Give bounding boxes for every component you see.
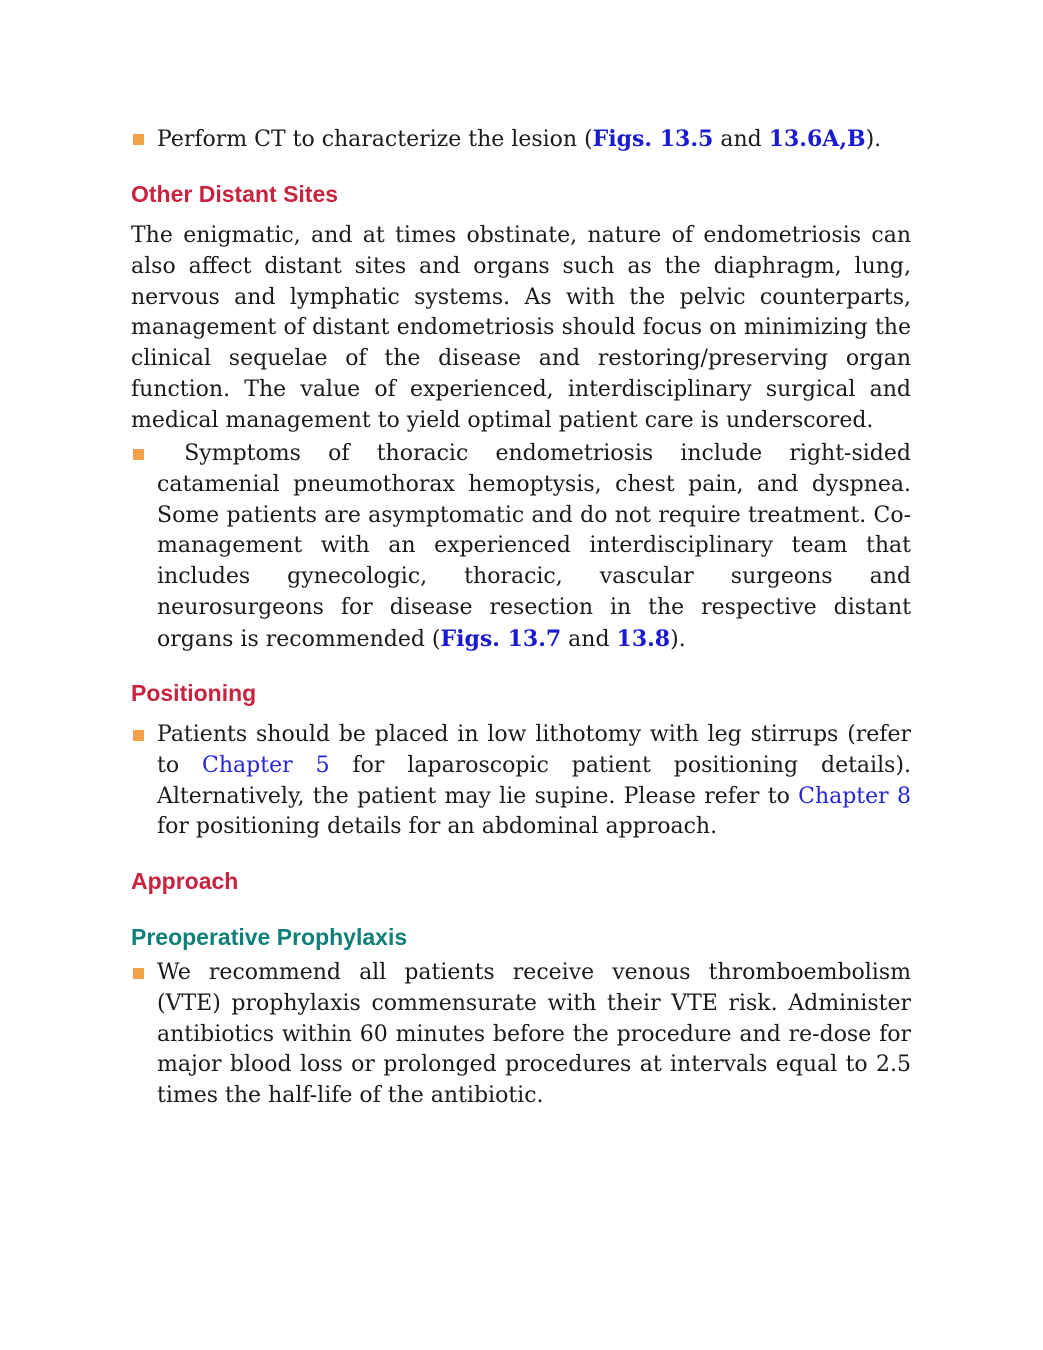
heading: Positioning [131, 680, 257, 706]
text: and [561, 626, 617, 652]
subheading: Preoperative Prophylaxis [131, 924, 408, 950]
chapter-link[interactable]: Chapter 8 [798, 783, 911, 809]
bullet: Patients should be placed in low lithoto… [131, 720, 911, 843]
figure-link[interactable]: Figs. 13.7 [440, 625, 562, 652]
text: Symptoms of thoracic endometriosis inclu… [157, 441, 911, 652]
bullet-marker [133, 449, 144, 460]
figure-link[interactable]: Figs. 13.5 [592, 126, 714, 152]
bullet-marker [133, 968, 144, 979]
text: ). [865, 127, 882, 152]
text: We recommend all patients receive venous… [157, 960, 911, 1109]
text: Patients should be placed in low lithoto… [157, 722, 911, 778]
paragraph: The enigmatic, and at times obstinate, n… [131, 223, 911, 433]
bullet: We recommend all patients receive venous… [131, 958, 911, 1112]
bullet: Perform CT to characterize the lesion (F… [131, 124, 911, 156]
figure-link[interactable]: 13.6A,B [768, 126, 866, 152]
bullet: Symptoms of thoracic endometriosis inclu… [131, 439, 911, 656]
text: and [713, 127, 769, 152]
bullet-marker [133, 134, 144, 145]
text: for laparoscopic patient positioning det… [157, 752, 911, 809]
text: for positioning details for an abdominal… [157, 814, 718, 840]
bullet-marker [133, 730, 144, 741]
text: ). [670, 626, 686, 652]
heading: Other Distant Sites [131, 181, 339, 207]
figure-link[interactable]: 13.8 [616, 625, 671, 652]
chapter-link[interactable]: Chapter 5 [202, 752, 330, 778]
text: Perform CT to characterize the lesion ( [157, 127, 593, 152]
heading: Approach [131, 868, 239, 894]
